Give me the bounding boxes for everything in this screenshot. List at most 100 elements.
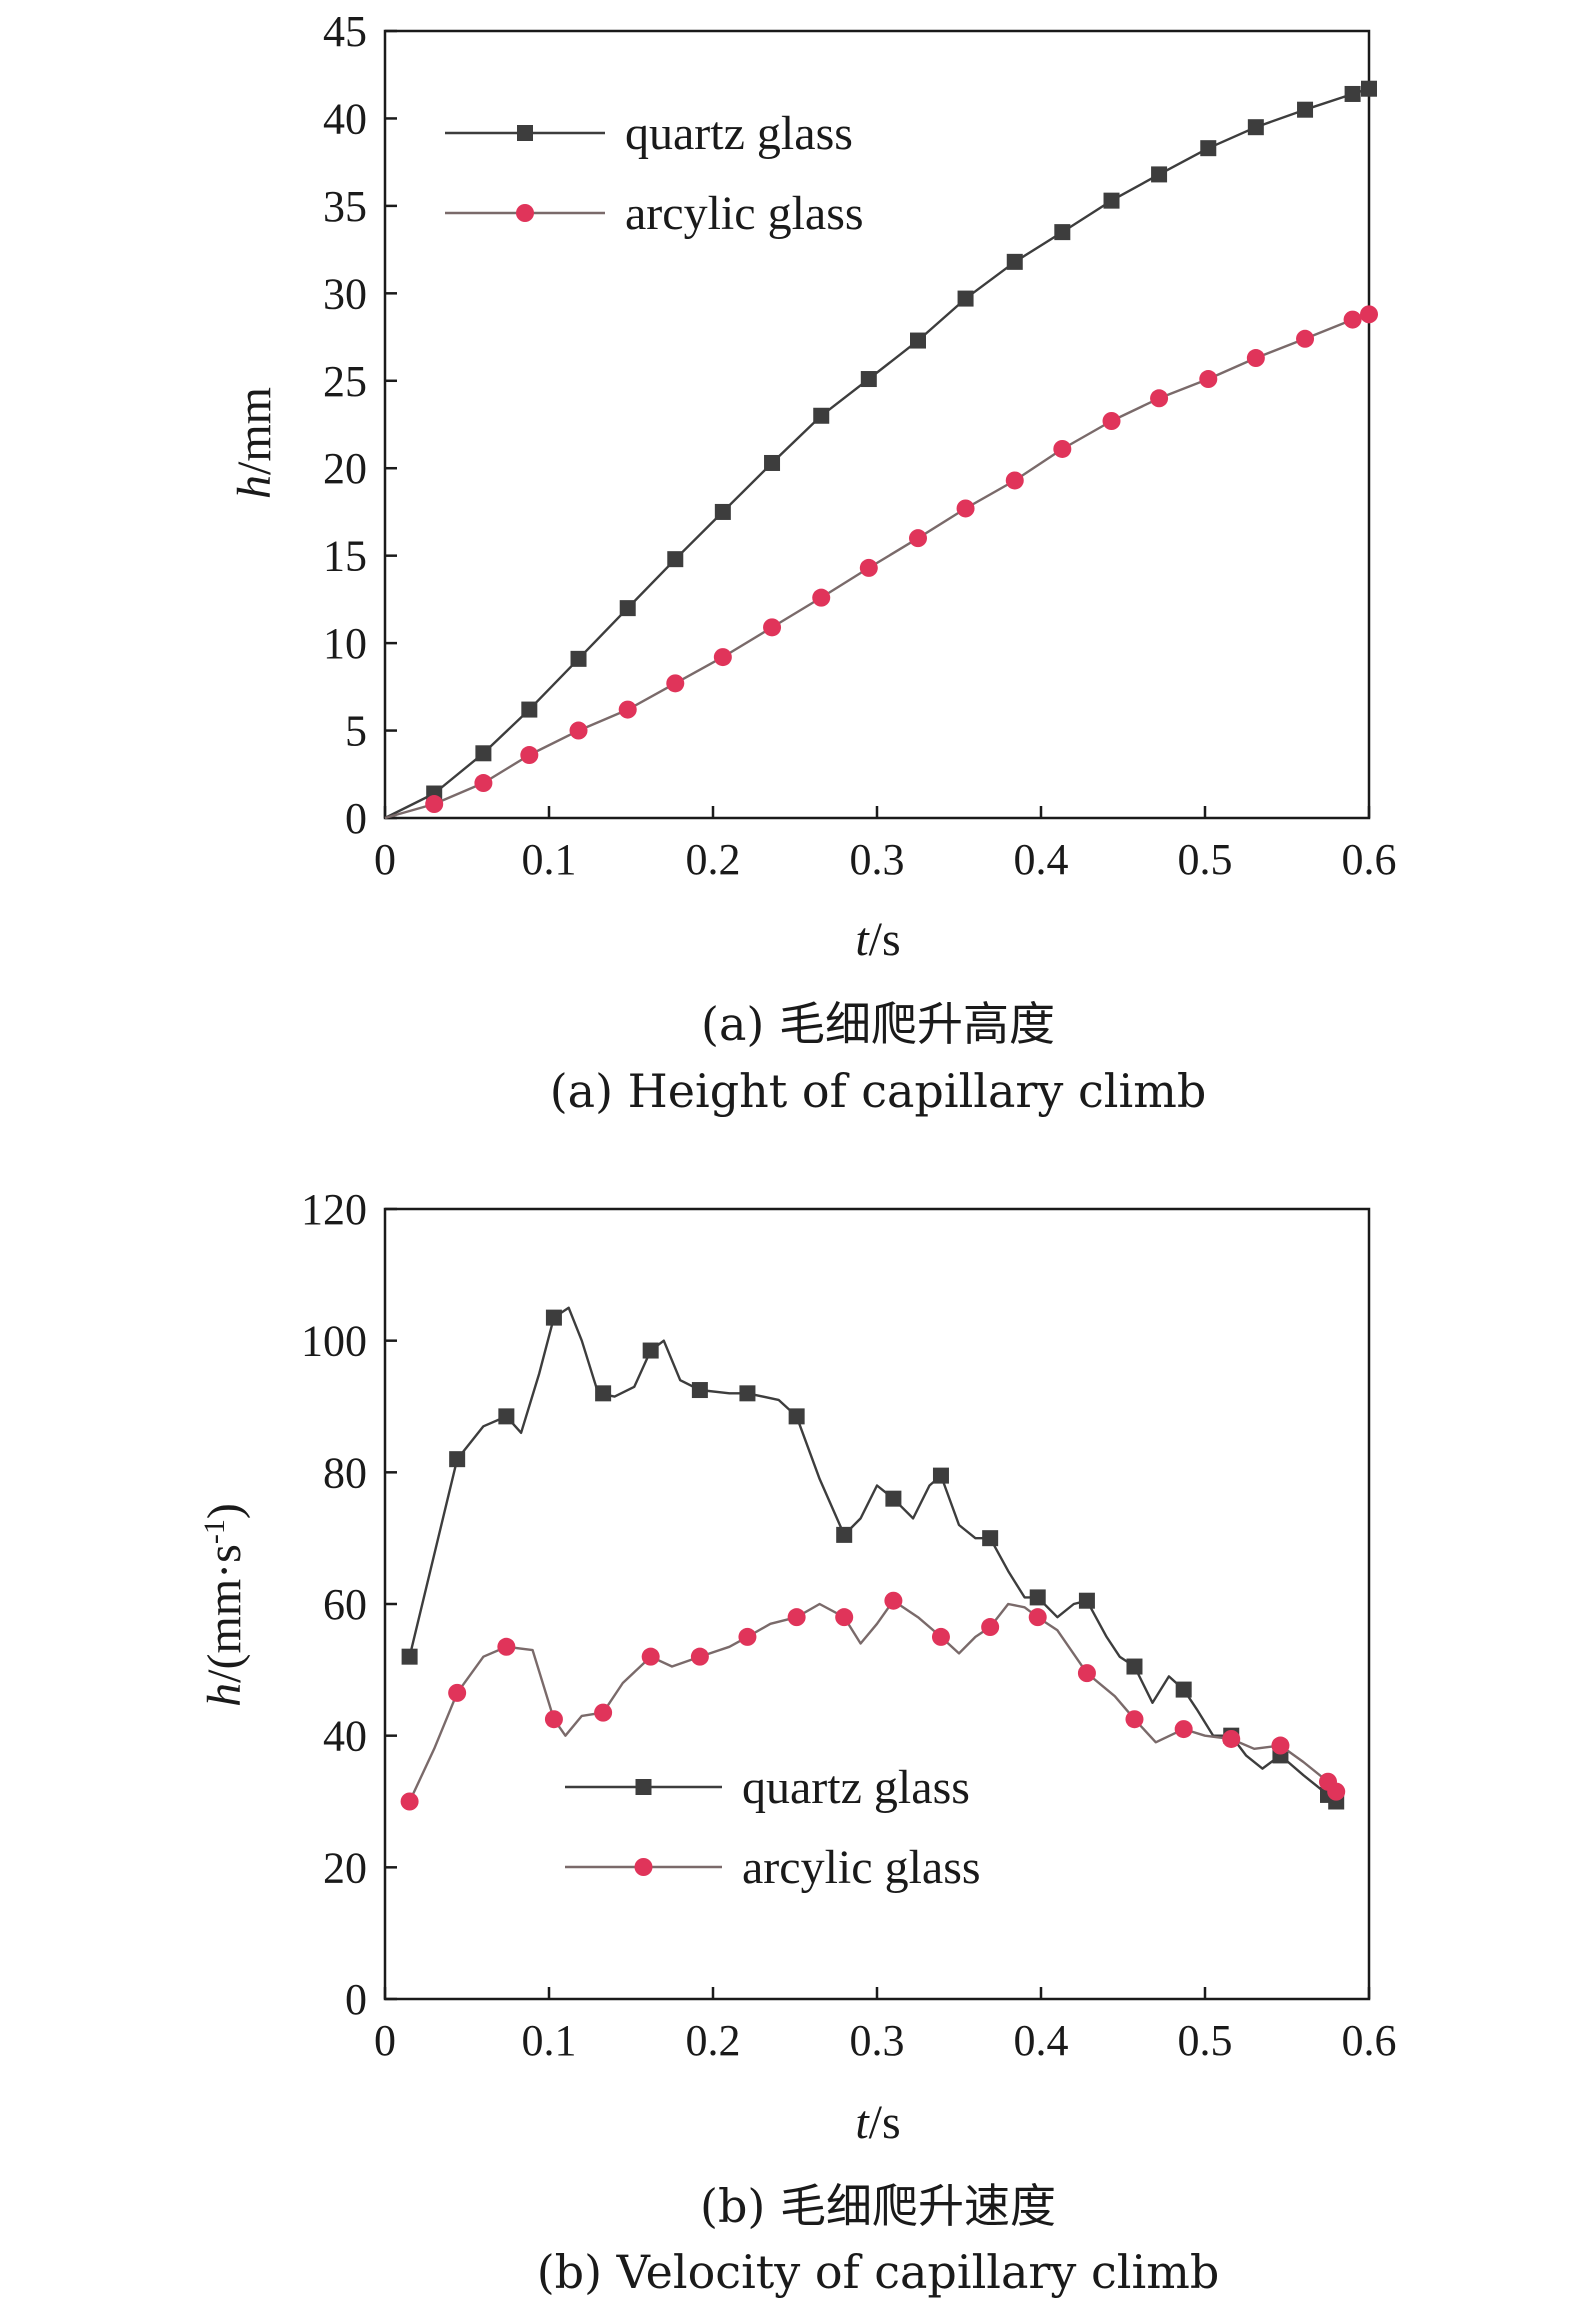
data-point-quartz bbox=[1200, 140, 1217, 157]
data-point-quartz bbox=[642, 1342, 659, 1359]
x-tick-label: 0.3 bbox=[850, 835, 905, 884]
panel-b-plot-area: 0 0.1 0.2 0.3 0.4 0.5 0.6 0 20 40 60 80 100 120 quartz… bbox=[301, 1185, 1397, 2065]
data-point-acrylic bbox=[1102, 412, 1121, 431]
legend-label: arcylic glass bbox=[625, 187, 864, 240]
data-point-acrylic bbox=[569, 721, 588, 740]
data-point-acrylic bbox=[1150, 389, 1169, 408]
panel-b-caption-cn: (b) 毛细爬升速度 bbox=[700, 2179, 1056, 2233]
y-tick-label: 20 bbox=[323, 1843, 367, 1892]
data-point-acrylic bbox=[1343, 310, 1362, 329]
series-line-quartz bbox=[384, 87, 1370, 820]
data-point-acrylic bbox=[1271, 1736, 1290, 1755]
data-point-acrylic bbox=[1005, 471, 1024, 490]
y-tick-label: 35 bbox=[323, 182, 367, 231]
data-point-quartz bbox=[667, 551, 684, 568]
data-point-quartz bbox=[498, 1408, 515, 1425]
data-point-quartz bbox=[885, 1490, 902, 1507]
data-point-acrylic bbox=[1222, 1729, 1241, 1748]
data-point-quartz bbox=[982, 1530, 999, 1547]
data-point-quartz bbox=[1297, 101, 1314, 118]
x-tick-label: 0.5 bbox=[1178, 835, 1233, 884]
data-point-quartz bbox=[449, 1451, 466, 1468]
data-point-acrylic bbox=[835, 1608, 854, 1627]
x-tick-label: 0.4 bbox=[1014, 2016, 1069, 2065]
data-point-acrylic bbox=[400, 1792, 419, 1811]
data-point-acrylic bbox=[1246, 349, 1265, 368]
data-point-acrylic bbox=[690, 1647, 709, 1666]
y-tick-label: 25 bbox=[323, 357, 367, 406]
data-point-acrylic bbox=[1125, 1710, 1144, 1729]
y-tick-label: 60 bbox=[323, 1580, 367, 1629]
data-point-acrylic bbox=[544, 1710, 563, 1729]
y-tick-label: 20 bbox=[323, 444, 367, 493]
x-tick-label: 0 bbox=[374, 835, 396, 884]
legend-marker-square bbox=[635, 1779, 652, 1795]
data-point-acrylic bbox=[738, 1627, 757, 1646]
legend-marker-circle bbox=[634, 1858, 653, 1876]
y-tick-label: 0 bbox=[345, 794, 367, 843]
data-point-acrylic bbox=[520, 746, 539, 765]
data-point-acrylic bbox=[1327, 1782, 1346, 1801]
data-point-quartz bbox=[957, 290, 974, 307]
x-tick-label: 0.1 bbox=[522, 835, 577, 884]
y-tick-label: 5 bbox=[345, 707, 367, 756]
data-point-quartz bbox=[788, 1408, 805, 1425]
data-point-acrylic bbox=[666, 674, 685, 693]
panel-a-caption-cn: (a) 毛细爬升高度 bbox=[701, 997, 1055, 1051]
data-point-quartz bbox=[764, 454, 781, 471]
panel-b-caption-en: (b) Velocity of capillary climb bbox=[537, 2245, 1220, 2299]
data-point-acrylic bbox=[497, 1637, 516, 1656]
data-point-acrylic bbox=[1053, 439, 1072, 458]
x-tick-label: 0.2 bbox=[686, 2016, 741, 2065]
series-line-acrylic bbox=[384, 313, 1370, 820]
data-point-acrylic bbox=[884, 1591, 903, 1610]
data-point-quartz bbox=[714, 503, 731, 520]
data-point-quartz bbox=[475, 745, 492, 762]
data-point-quartz bbox=[691, 1382, 708, 1399]
data-point-acrylic bbox=[1199, 370, 1218, 389]
data-point-quartz bbox=[932, 1467, 949, 1484]
data-point-quartz bbox=[1103, 192, 1120, 209]
x-tick-label: 0 bbox=[374, 2016, 396, 2065]
series-line-quartz bbox=[408, 1306, 1337, 1803]
data-point-quartz bbox=[1054, 224, 1071, 241]
data-point-quartz bbox=[401, 1648, 418, 1665]
data-point-acrylic bbox=[763, 618, 782, 637]
panel-a-caption-en: (a) Height of capillary climb bbox=[550, 1064, 1207, 1118]
data-point-acrylic bbox=[981, 1618, 1000, 1637]
data-point-quartz bbox=[836, 1526, 853, 1543]
data-point-quartz bbox=[860, 371, 877, 388]
panel-a-plot-area: 0 0.1 0.2 0.3 0.4 0.5 0.6 0 5 10 15 20 25 30 35 40 45 qua… bbox=[323, 7, 1397, 884]
data-point-acrylic bbox=[641, 1647, 660, 1666]
y-tick-label: 80 bbox=[323, 1448, 367, 1497]
legend-label: quartz glass bbox=[625, 107, 853, 160]
x-tick-label: 0.1 bbox=[522, 2016, 577, 2065]
data-point-quartz bbox=[619, 600, 636, 617]
panel-a-x-axis-label: t/s bbox=[855, 913, 900, 966]
y-tick-label: 40 bbox=[323, 1712, 367, 1761]
y-tick-label: 40 bbox=[323, 94, 367, 143]
plot-frame bbox=[383, 29, 1371, 820]
panel-b-velocity-chart: 0 0.1 0.2 0.3 0.4 0.5 0.6 0 20 40 60 80 100 120 quartz… bbox=[198, 1185, 1397, 2299]
data-point-quartz bbox=[570, 650, 587, 667]
data-point-quartz bbox=[739, 1385, 756, 1402]
data-point-quartz bbox=[1078, 1592, 1095, 1609]
y-tick-label: 0 bbox=[345, 1975, 367, 2024]
data-point-quartz bbox=[1175, 1681, 1192, 1698]
data-point-acrylic bbox=[1174, 1720, 1193, 1739]
data-point-acrylic bbox=[1028, 1608, 1047, 1627]
x-tick-label: 0.6 bbox=[1342, 2016, 1397, 2065]
x-tick-label: 0.6 bbox=[1342, 835, 1397, 884]
data-point-acrylic bbox=[448, 1683, 467, 1702]
x-tick-label: 0.4 bbox=[1014, 835, 1069, 884]
data-point-acrylic bbox=[909, 529, 927, 548]
y-tick-label: 120 bbox=[301, 1185, 367, 1234]
x-tick-label: 0.5 bbox=[1178, 2016, 1233, 2065]
data-point-quartz bbox=[545, 1309, 562, 1326]
y-tick-label: 30 bbox=[323, 269, 367, 318]
data-point-acrylic bbox=[1360, 305, 1378, 324]
legend-marker-circle bbox=[516, 204, 534, 222]
y-tick-label: 45 bbox=[323, 7, 367, 56]
panel-b-y-axis-label: h/(mm·s-1) bbox=[198, 1503, 252, 1707]
